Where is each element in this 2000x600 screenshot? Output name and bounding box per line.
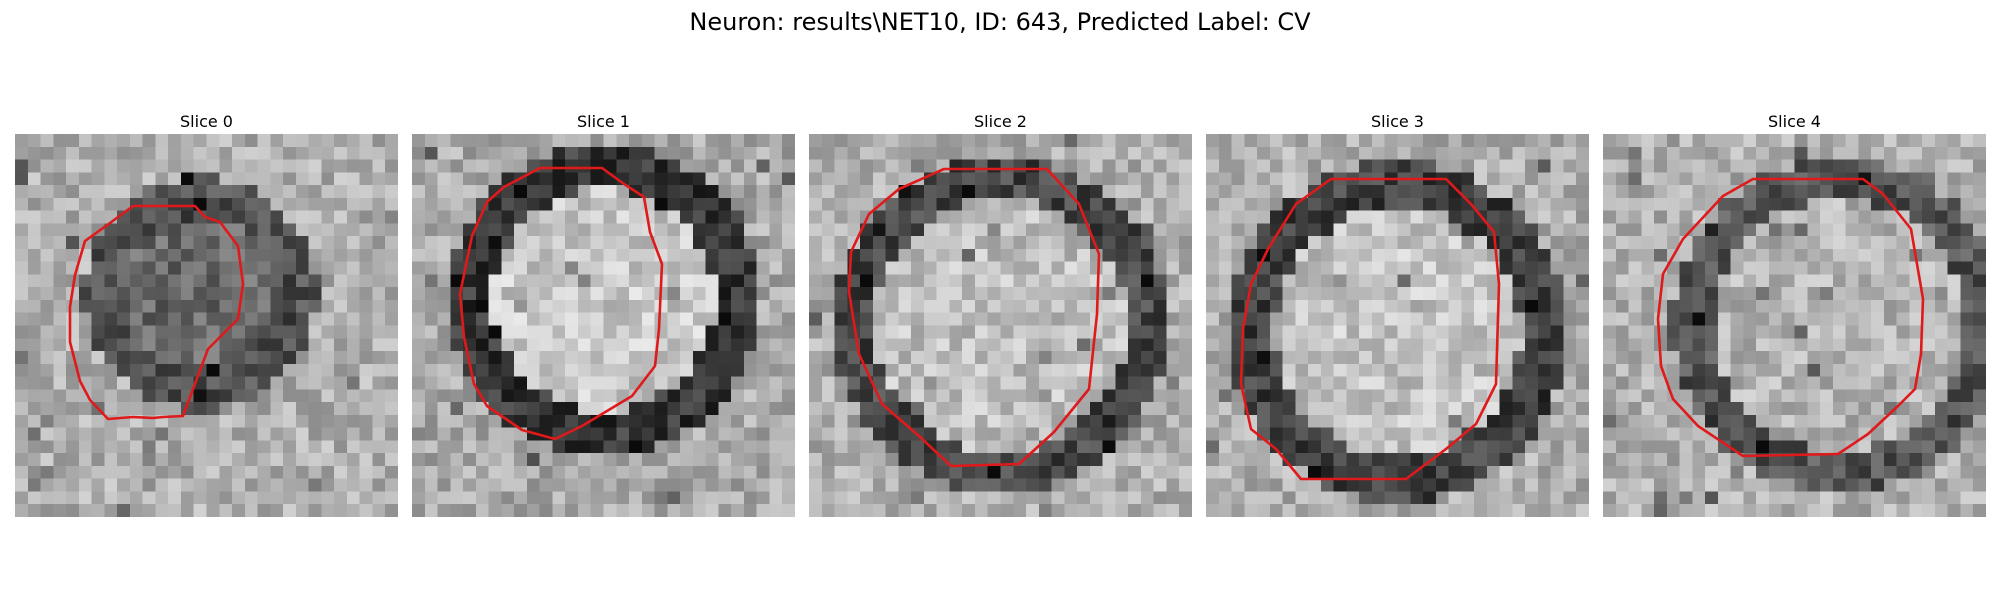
slice-image [809, 134, 1192, 517]
slice-panel-1: Slice 1 [412, 110, 795, 517]
slice-title: Slice 4 [1768, 112, 1821, 131]
slice-panel-4: Slice 4 [1603, 110, 1986, 517]
slice-title: Slice 1 [577, 112, 630, 131]
slice-title: Slice 3 [1371, 112, 1424, 131]
slice-panel-3: Slice 3 [1206, 110, 1589, 517]
slice-panel-0: Slice 0 [15, 110, 398, 517]
slice-title: Slice 0 [180, 112, 233, 131]
slice-image [15, 134, 398, 517]
slice-image [1206, 134, 1589, 517]
slice-panel-2: Slice 2 [809, 110, 1192, 517]
slice-title: Slice 2 [974, 112, 1027, 131]
slice-image [412, 134, 795, 517]
figure-title: Neuron: results\NET10, ID: 643, Predicte… [689, 8, 1311, 36]
slice-image [1603, 134, 1986, 517]
